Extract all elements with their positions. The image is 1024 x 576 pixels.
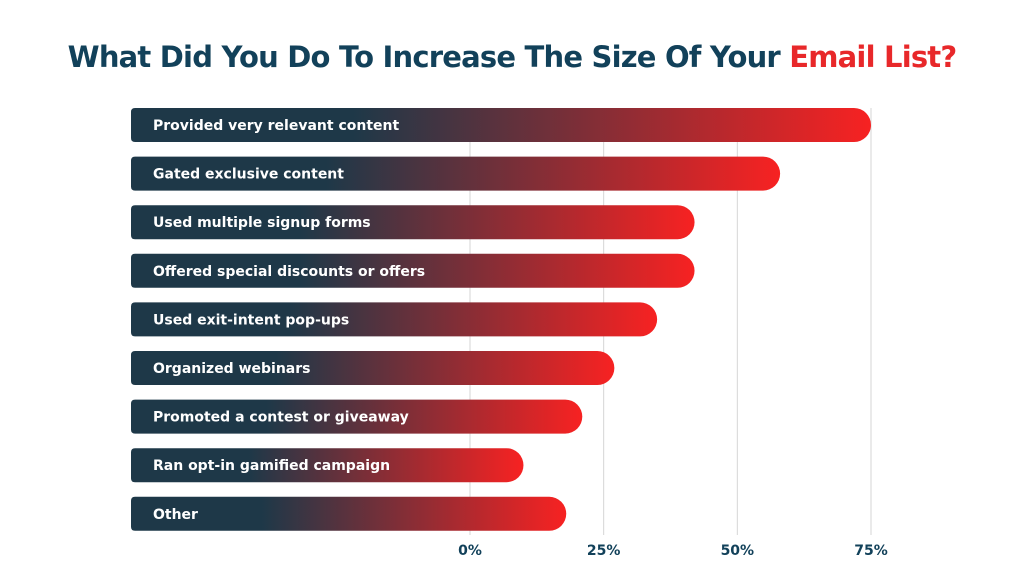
bar: [131, 108, 871, 142]
bar: [131, 302, 658, 337]
bar: [131, 351, 615, 385]
bar-label: Offered special discounts or offers: [153, 264, 425, 280]
x-tick-label: 50%: [721, 543, 755, 559]
bar-label: Provided very relevant content: [153, 118, 399, 134]
bar-label: Used multiple signup forms: [153, 215, 371, 231]
bar-label: Promoted a contest or giveaway: [153, 410, 409, 426]
bar: [131, 253, 695, 288]
x-tick-label: 25%: [587, 543, 621, 559]
bar: [131, 156, 781, 191]
bar: [131, 448, 524, 483]
x-tick-label: 75%: [854, 543, 888, 559]
bar-label: Gated exclusive content: [153, 167, 344, 183]
bar-label: Other: [153, 507, 198, 523]
title-highlight: Email List?: [789, 40, 957, 74]
title-main: What Did You Do To Increase The Size Of …: [67, 40, 790, 74]
x-tick-label: 0%: [458, 543, 482, 559]
bar: [131, 205, 695, 240]
chart-title: What Did You Do To Increase The Size Of …: [0, 40, 1024, 74]
bar-label: Used exit-intent pop-ups: [153, 312, 349, 328]
bar: [131, 399, 583, 434]
bar-label: Organized webinars: [153, 361, 310, 377]
bar: [131, 496, 567, 531]
bar-label: Ran opt-in gamified campaign: [153, 458, 390, 474]
